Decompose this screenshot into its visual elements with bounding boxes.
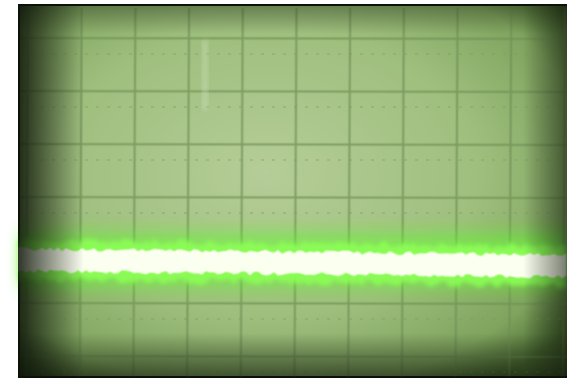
bottom-vignette [18, 4, 567, 378]
